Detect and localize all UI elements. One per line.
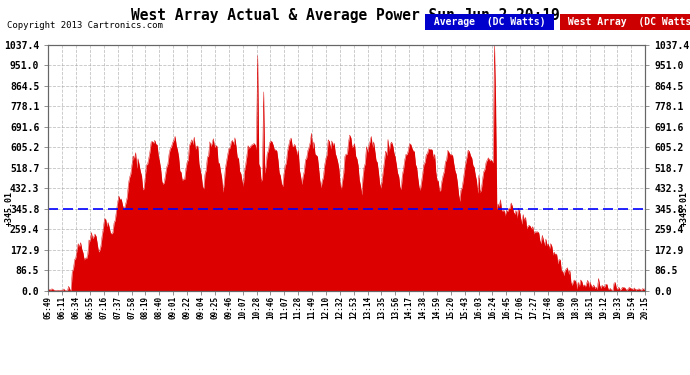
Text: Copyright 2013 Cartronics.com: Copyright 2013 Cartronics.com	[7, 21, 163, 30]
Text: West Array Actual & Average Power Sun Jun 2 20:19: West Array Actual & Average Power Sun Ju…	[130, 8, 560, 23]
Text: West Array  (DC Watts): West Array (DC Watts)	[562, 17, 690, 27]
Text: Average  (DC Watts): Average (DC Watts)	[428, 17, 551, 27]
Text: +345.01: +345.01	[5, 191, 14, 226]
Text: +345.01: +345.01	[680, 191, 689, 226]
